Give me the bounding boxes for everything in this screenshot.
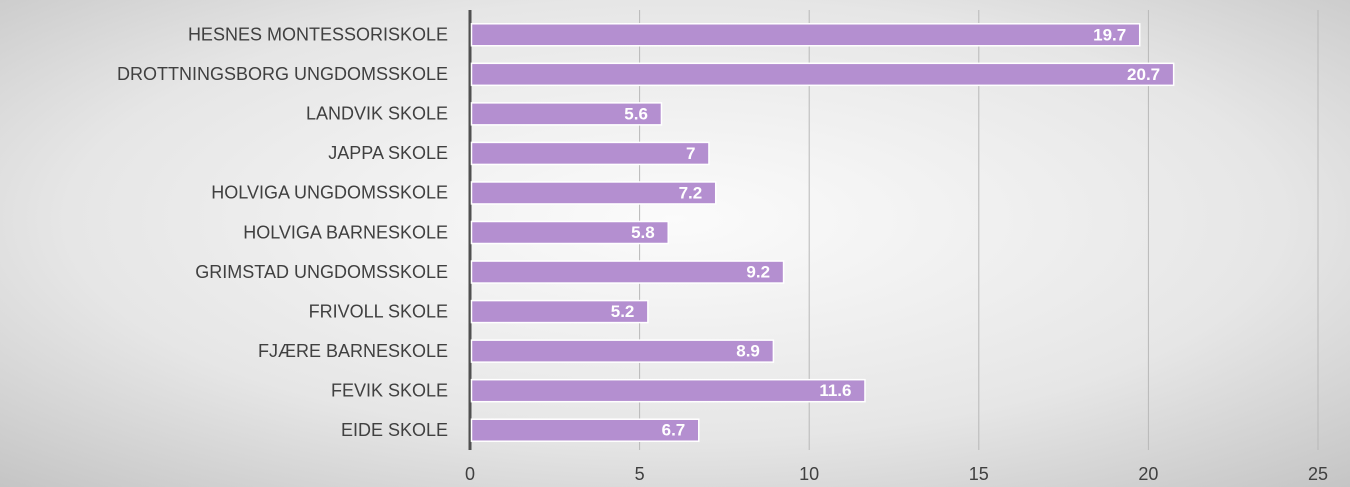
x-tick-label: 0 <box>465 464 475 484</box>
y-tick-label: EIDE SKOLE <box>341 420 448 440</box>
data-label: 11.6 <box>819 381 851 400</box>
y-tick-label: DROTTNINGSBORG UNGDOMSSKOLE <box>117 64 448 84</box>
data-label: 5.6 <box>624 104 648 123</box>
y-tick-label: FEVIK SKOLE <box>331 380 448 400</box>
y-tick-label: JAPPA SKOLE <box>328 143 448 163</box>
bar <box>470 23 1141 47</box>
x-tick-label: 10 <box>799 464 819 484</box>
bar <box>470 220 669 245</box>
y-tick-label: HOLVIGA BARNESKOLE <box>243 222 448 242</box>
bar <box>470 339 775 363</box>
data-label: 6.7 <box>662 421 686 440</box>
data-label: 7.2 <box>679 183 703 202</box>
data-label: 20.7 <box>1127 65 1160 84</box>
bar <box>470 181 717 205</box>
x-tick-label: 25 <box>1308 464 1328 484</box>
bar <box>470 378 866 403</box>
bar <box>470 102 663 126</box>
x-tick-label: 20 <box>1138 464 1158 484</box>
y-tick-label: LANDVIK SKOLE <box>306 104 448 124</box>
bar <box>470 141 710 166</box>
data-label: 19.7 <box>1093 25 1126 44</box>
data-label: 8.9 <box>736 342 760 361</box>
y-tick-label: FJÆRE BARNESKOLE <box>258 341 448 361</box>
bar <box>470 299 649 324</box>
data-label: 7 <box>686 144 695 163</box>
y-tick-label: GRIMSTAD UNGDOMSSKOLE <box>195 262 448 282</box>
bar <box>470 260 785 284</box>
y-tick-label: HESNES MONTESSORISKOLE <box>188 25 448 45</box>
y-tick-label: HOLVIGA UNGDOMSSKOLE <box>211 183 448 203</box>
data-label: 5.8 <box>631 223 655 242</box>
bar <box>470 62 1175 87</box>
data-label: 5.2 <box>611 302 635 321</box>
bar <box>470 418 700 442</box>
x-tick-label: 15 <box>969 464 989 484</box>
y-tick-label: FRIVOLL SKOLE <box>309 301 448 321</box>
data-label: 9.2 <box>746 263 770 282</box>
x-tick-label: 5 <box>635 464 645 484</box>
